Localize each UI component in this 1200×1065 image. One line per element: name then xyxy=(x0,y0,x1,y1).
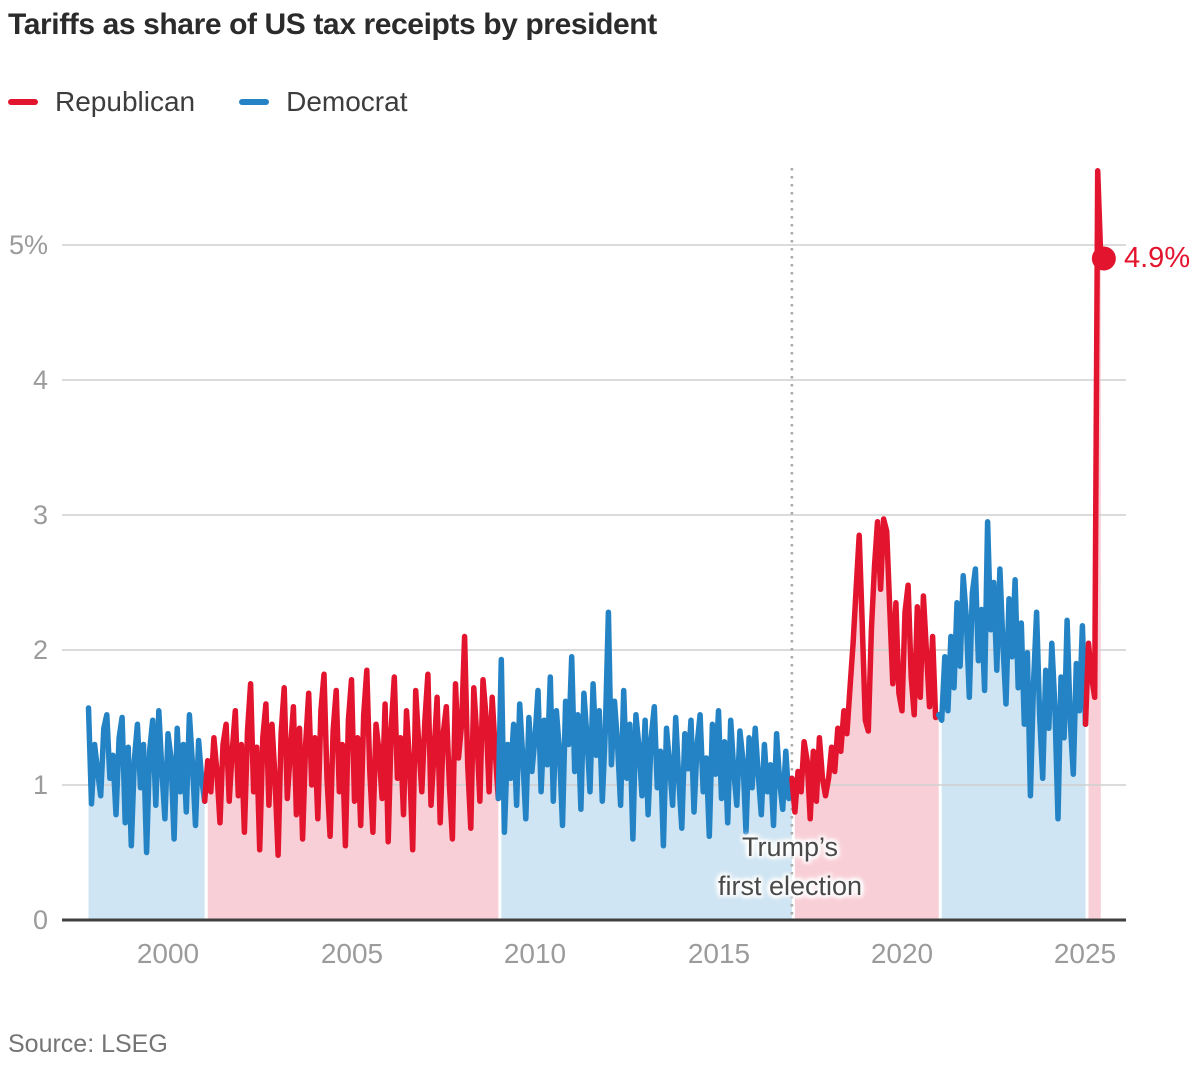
final-value-dot xyxy=(1091,246,1116,271)
line-segment-republican xyxy=(201,633,502,858)
y-axis-label-3: 3 xyxy=(32,500,48,530)
line-segment-democrat xyxy=(495,609,795,849)
area-fill-democrat xyxy=(88,708,205,920)
area-fill-democrat xyxy=(501,612,792,920)
x-axis-label-2000: 2000 xyxy=(136,938,200,969)
line-segment-republican xyxy=(1082,168,1104,728)
y-axis-label-1: 1 xyxy=(32,770,48,800)
area-fill-republican xyxy=(794,519,939,920)
legend-label-republican: Republican xyxy=(55,86,196,117)
source-text: Source: LSEG xyxy=(8,1030,168,1058)
election-annotation-line2: first election xyxy=(717,871,863,901)
legend: Republican Democrat xyxy=(8,86,451,118)
election-annotation-line1: Trump’s xyxy=(741,832,839,862)
legend-label-democrat: Democrat xyxy=(286,86,408,117)
final-value-label: 4.9% xyxy=(1124,242,1191,274)
x-axis-label-2005: 2005 xyxy=(320,938,384,969)
x-axis-label-2020: 2020 xyxy=(870,938,934,969)
y-axis-label-4: 4 xyxy=(32,365,48,395)
legend-item-democrat: Democrat xyxy=(239,86,407,118)
y-axis-label-2: 2 xyxy=(32,635,48,665)
x-axis-label-2025: 2025 xyxy=(1053,938,1117,969)
chart-title: Tariffs as share of US tax receipts by p… xyxy=(8,8,657,41)
democrat-swatch-icon xyxy=(239,99,270,105)
line-segment-democrat xyxy=(935,519,1089,822)
republican-swatch-icon xyxy=(8,99,38,105)
line-segment-democrat xyxy=(85,705,208,856)
x-axis-label-2015: 2015 xyxy=(687,938,751,969)
area-fill-democrat xyxy=(941,521,1086,920)
y-axis-label-0: 0 xyxy=(32,905,48,935)
election-annotation: Trump’s first election xyxy=(640,828,940,906)
x-axis-label-2010: 2010 xyxy=(503,938,567,969)
legend-item-republican: Republican xyxy=(8,86,195,118)
line-segment-republican xyxy=(789,516,942,822)
y-axis-label-5: 5% xyxy=(8,230,48,260)
